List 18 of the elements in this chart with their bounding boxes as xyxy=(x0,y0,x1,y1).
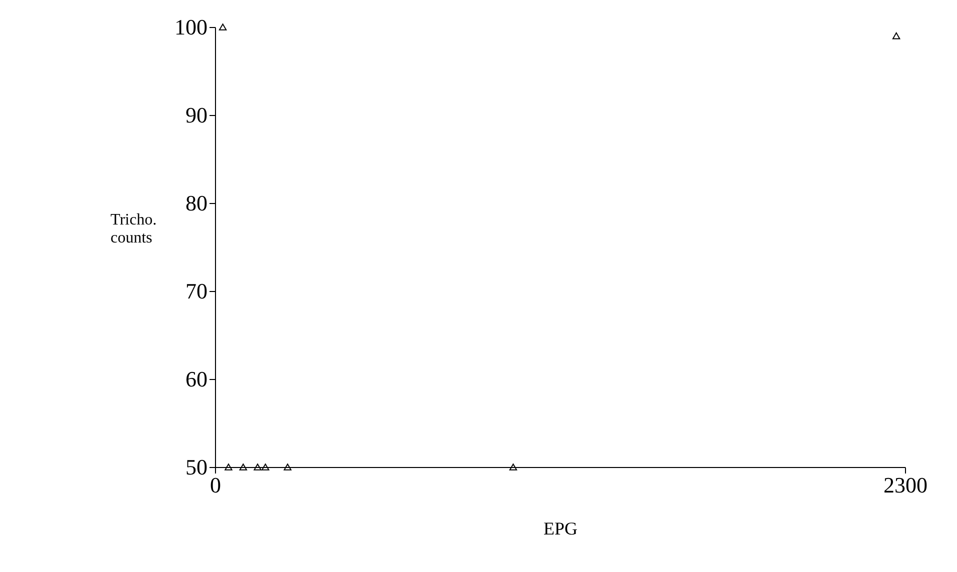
point xyxy=(239,464,248,470)
point xyxy=(224,464,232,470)
y-tick-label: 80 xyxy=(186,190,208,216)
point xyxy=(218,24,227,30)
point xyxy=(254,464,262,470)
y-tick-label: 70 xyxy=(186,278,208,304)
y-tick-label: 100 xyxy=(174,14,208,40)
x-axis-title: EPG xyxy=(543,518,578,538)
y-tick-label: 60 xyxy=(186,366,208,392)
y-tick-label: 90 xyxy=(186,102,208,128)
point xyxy=(892,32,900,40)
x-tick-label: 2300 xyxy=(884,472,928,498)
y-axis-title: Tricho. counts xyxy=(110,212,157,246)
point xyxy=(284,464,292,470)
y-tick-label: 50 xyxy=(186,454,208,480)
x-tick-label: 0 xyxy=(210,472,221,498)
point xyxy=(262,464,270,470)
point xyxy=(509,464,518,470)
